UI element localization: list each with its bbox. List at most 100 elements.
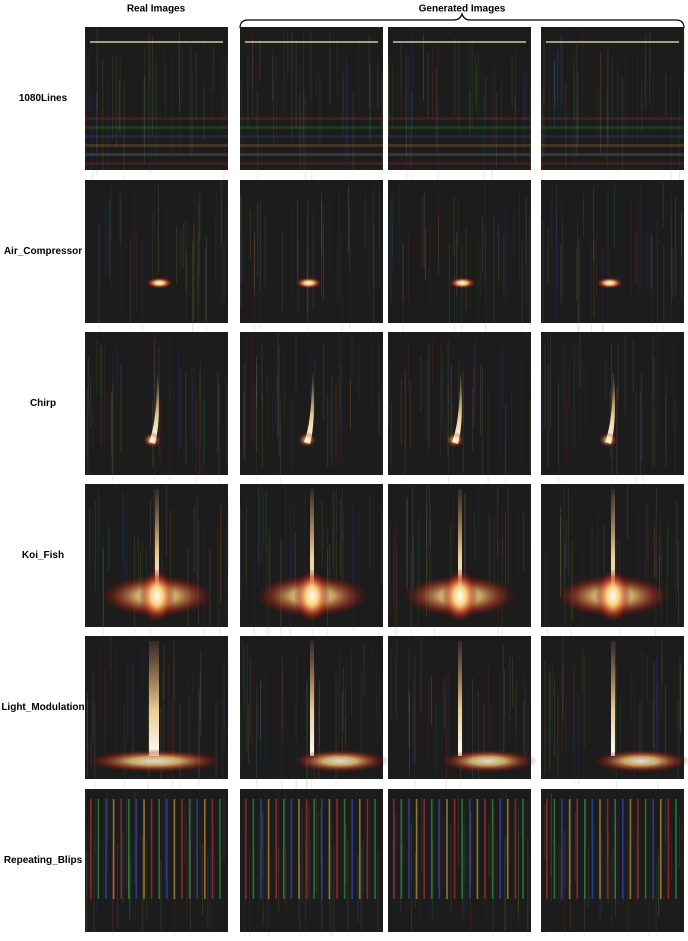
texture: [110, 392, 112, 456]
band: [388, 135, 531, 138]
texture: [257, 188, 259, 245]
texture: [560, 27, 562, 125]
texture: [106, 792, 108, 842]
texture: [396, 639, 398, 720]
texture: [178, 36, 180, 96]
texture: [264, 214, 266, 288]
blip: [568, 799, 571, 899]
texture: [95, 339, 97, 396]
texture: [134, 844, 136, 918]
texture: [153, 358, 155, 443]
blip: [359, 799, 361, 899]
texture: [199, 371, 201, 478]
texture: [591, 522, 593, 591]
texture: [428, 682, 430, 763]
texture: [329, 33, 331, 105]
texture: [362, 838, 364, 895]
texture: [562, 345, 564, 445]
texture: [260, 677, 262, 763]
image-background: [240, 27, 383, 170]
texture: [263, 490, 265, 548]
texture: [351, 336, 353, 382]
texture: [171, 699, 173, 758]
texture: [155, 58, 157, 162]
texture: [278, 848, 280, 913]
texture: [339, 651, 341, 735]
texture: [501, 792, 503, 837]
band-glow: [591, 749, 688, 773]
texture: [554, 58, 556, 130]
texture: [543, 83, 545, 157]
blip: [150, 799, 153, 899]
texture: [302, 53, 304, 136]
blip: [219, 799, 221, 899]
texture: [305, 819, 307, 919]
texture: [649, 31, 651, 104]
texture: [573, 340, 575, 450]
blip: [499, 799, 501, 899]
texture: [340, 498, 342, 575]
texture: [615, 809, 617, 887]
texture: [452, 490, 454, 545]
texture: [432, 44, 434, 125]
blip: [606, 799, 609, 899]
texture: [505, 207, 507, 307]
texture: [127, 659, 129, 739]
texture: [273, 79, 275, 145]
spectrogram-image: [240, 484, 383, 662]
texture: [547, 365, 549, 467]
texture: [408, 697, 410, 776]
texture: [191, 670, 193, 721]
texture: [425, 503, 427, 617]
texture: [502, 504, 504, 558]
texture: [558, 45, 560, 122]
texture: [665, 797, 667, 842]
texture: [108, 515, 110, 574]
texture: [277, 333, 279, 436]
texture: [347, 82, 349, 162]
image-background: [85, 27, 228, 170]
texture: [103, 203, 105, 283]
texture: [641, 650, 643, 758]
texture: [490, 705, 492, 762]
texture: [341, 488, 343, 540]
blip: [469, 799, 471, 899]
blip: [622, 799, 624, 899]
texture: [562, 701, 564, 755]
texture: [345, 51, 347, 161]
texture: [414, 852, 416, 907]
texture: [200, 815, 202, 893]
texture: [244, 523, 246, 576]
texture: [424, 224, 426, 278]
texture: [216, 186, 218, 245]
texture: [625, 51, 627, 140]
texture: [503, 234, 505, 295]
texture: [497, 485, 499, 558]
texture: [407, 233, 409, 302]
texture: [597, 87, 599, 137]
texture: [463, 849, 465, 894]
texture: [635, 827, 637, 904]
texture: [515, 51, 517, 113]
texture: [471, 678, 473, 782]
texture: [165, 201, 167, 302]
texture: [624, 334, 626, 416]
texture: [573, 661, 575, 750]
texture: [333, 501, 335, 575]
texture: [408, 54, 410, 163]
texture: [573, 676, 575, 784]
texture: [493, 809, 495, 922]
texture: [343, 513, 345, 584]
texture: [148, 33, 150, 148]
texture: [243, 649, 245, 718]
texture: [410, 819, 412, 883]
texture: [390, 402, 392, 470]
texture: [542, 221, 544, 323]
texture: [309, 352, 311, 401]
texture: [430, 506, 432, 608]
image-background: [541, 180, 684, 323]
texture: [521, 240, 523, 348]
texture: [193, 508, 195, 598]
texture: [255, 381, 257, 484]
